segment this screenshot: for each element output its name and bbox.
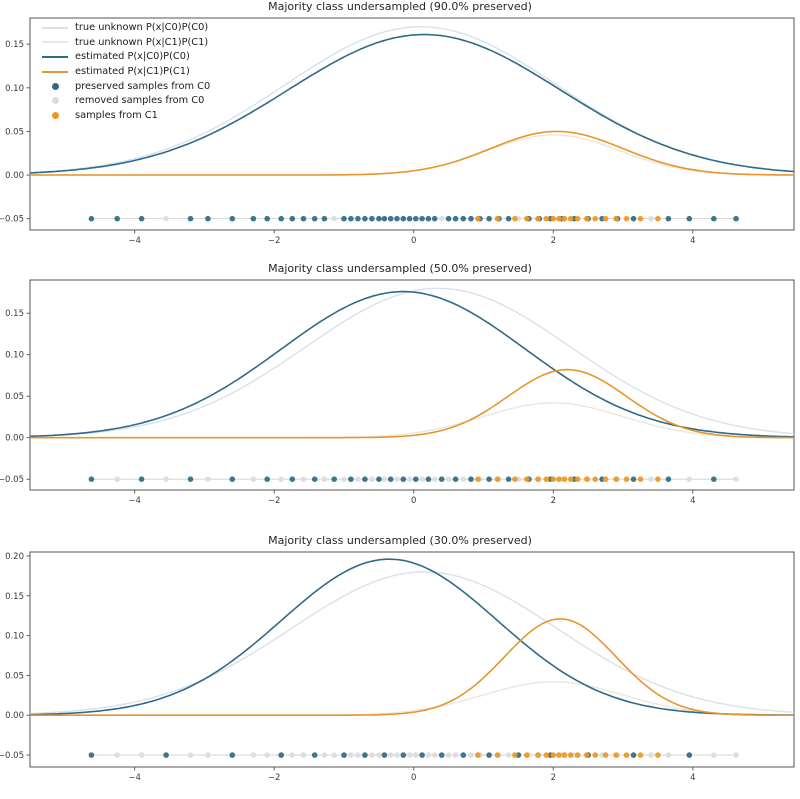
dot-swatch-icon (40, 111, 70, 119)
svg-text:−0.05: −0.05 (0, 475, 24, 485)
dot-swatch-icon (40, 97, 70, 105)
legend-item-removed: removed samples from C0 (40, 94, 210, 108)
svg-text:−2: −2 (268, 496, 281, 506)
svg-text:−0.05: −0.05 (0, 751, 24, 761)
svg-text:0.20: 0.20 (5, 552, 24, 562)
svg-text:−0.05: −0.05 (0, 215, 24, 225)
plot-canvas-30: −0.050.000.050.100.150.20−4 −2 0 2 4 (0, 551, 795, 783)
legend-item-est-c1: estimated P(x|C1)P(C1) (40, 65, 210, 79)
svg-text:0.15: 0.15 (5, 592, 24, 602)
svg-text:0.15: 0.15 (5, 40, 24, 50)
plot-title-90: Majority class undersampled (90.0% prese… (268, 0, 532, 13)
legend-item-true-c1: true unknown P(x|C1)P(C1) (40, 36, 210, 50)
svg-text:0.00: 0.00 (5, 711, 24, 721)
dot-swatch-icon (40, 82, 70, 90)
legend-label: estimated P(x|C1)P(C1) (75, 66, 190, 78)
legend-label: preserved samples from C0 (75, 80, 211, 92)
plot-canvas-50: −0.05 0.00 0.05 0.10 0.15 −4 −2 0 2 4 (0, 279, 795, 506)
legend-label: estimated P(x|C0)P(C0) (75, 51, 190, 63)
line-swatch-icon (40, 55, 70, 58)
svg-text:0.05: 0.05 (5, 127, 24, 137)
legend: true unknown P(x|C0)P(C0) true unknown P… (40, 21, 210, 122)
legend-item-c1: samples from C1 (40, 109, 210, 123)
plot-title-30: Majority class undersampled (30.0% prese… (268, 534, 532, 547)
legend-label: true unknown P(x|C0)P(C0) (75, 22, 209, 34)
svg-text:0: 0 (411, 496, 416, 506)
svg-text:0.10: 0.10 (5, 84, 24, 94)
line-swatch-icon (40, 26, 70, 29)
svg-text:0.05: 0.05 (5, 392, 24, 402)
legend-label: true unknown P(x|C1)P(C1) (75, 36, 209, 48)
svg-text:0.05: 0.05 (5, 671, 24, 681)
svg-text:4: 4 (690, 496, 695, 506)
line-swatch-icon (40, 41, 70, 44)
legend-item-true-c0: true unknown P(x|C0)P(C0) (40, 21, 210, 35)
plot-title-50: Majority class undersampled (50.0% prese… (268, 262, 532, 275)
svg-text:2: 2 (551, 236, 556, 246)
plot-90-percent: Majority class undersampled (90.0% prese… (0, 0, 800, 250)
svg-text:0.00: 0.00 (5, 171, 24, 181)
svg-text:0: 0 (411, 236, 416, 246)
svg-text:4: 4 (690, 236, 695, 246)
svg-text:0.10: 0.10 (5, 351, 24, 361)
svg-text:0.15: 0.15 (5, 309, 24, 319)
line-swatch-icon (40, 70, 70, 73)
plot-canvas-90: −0.05 0.00 0.05 0.10 0.15 −4 −2 0 2 4 (0, 17, 795, 246)
legend-label: samples from C1 (75, 109, 158, 121)
svg-text:−4: −4 (128, 236, 141, 246)
legend-item-preserved: preserved samples from C0 (40, 79, 210, 93)
svg-text:0.10: 0.10 (5, 632, 24, 642)
legend-label: removed samples from C0 (75, 95, 205, 107)
legend-item-est-c0: estimated P(x|C0)P(C0) (40, 50, 210, 64)
svg-text:0.00: 0.00 (5, 434, 24, 444)
svg-text:−2: −2 (268, 236, 281, 246)
plot-30-percent: Majority class undersampled (30.0% prese… (0, 534, 800, 799)
svg-text:2: 2 (551, 496, 556, 506)
plot-50-percent: Majority class undersampled (50.0% prese… (0, 262, 800, 522)
svg-text:−4: −4 (128, 496, 141, 506)
